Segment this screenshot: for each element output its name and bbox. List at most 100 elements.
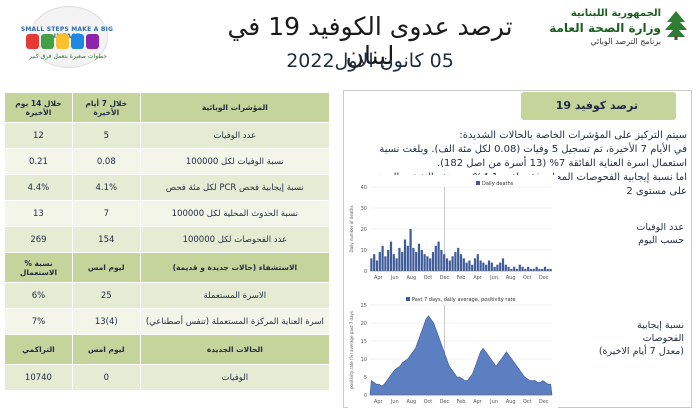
bar	[445, 258, 449, 271]
header-7-days: خلال 7 أيام الأخيرة	[71, 92, 141, 123]
bar	[479, 260, 482, 271]
bar	[423, 254, 426, 271]
y-axis-label: Daily number of deaths	[349, 205, 354, 252]
table-row: 4.4% 4.1% نسبة إيجابية فحص PCR لكل مئة ف…	[4, 174, 331, 201]
bar	[521, 266, 524, 271]
legend-label: Daily deaths	[482, 181, 514, 187]
bar	[384, 256, 387, 271]
x-tick-label: Dec	[440, 275, 450, 281]
bar	[454, 252, 457, 271]
x-tick-label: Apr	[473, 399, 483, 405]
bar	[387, 250, 390, 271]
x-tick-label: Apr	[374, 399, 384, 405]
table-row: 12 5 عدد الوفيات	[4, 122, 331, 149]
bar	[431, 252, 435, 271]
legend-swatch	[476, 181, 480, 185]
report-date: 05 كانون الاول2022	[286, 50, 454, 72]
ministry-logo: الجمهورية اللبنانية وزارة الصحة العامة ب…	[545, 6, 695, 50]
bar	[471, 264, 474, 271]
x-tick-label: Oct	[424, 399, 433, 405]
ministry-line-2: وزارة الصحة العامة	[549, 21, 661, 35]
y-tick-label: 15	[361, 339, 367, 345]
y-tick-label: 0	[364, 269, 367, 275]
chart1-caption-line1: عدد الوفيات	[636, 222, 684, 233]
panel-title: ترصد كوفيد 19	[521, 92, 676, 120]
bar	[381, 245, 384, 271]
bar	[513, 266, 516, 271]
legend-swatch	[406, 297, 410, 301]
y-tick-label: 10	[361, 248, 367, 254]
cedar-icon	[665, 11, 687, 40]
cell-14d: 12	[4, 122, 73, 149]
cell-yesterday: 0	[71, 364, 141, 391]
new-cases-header-row: التراكمي ليوم امس الحالات الجديدة	[4, 334, 331, 365]
cell-pct: 6%	[4, 282, 73, 309]
y-tick-label: 10	[361, 357, 367, 363]
bar	[487, 260, 491, 271]
bar	[499, 262, 502, 271]
y-tick-label: 40	[361, 185, 367, 191]
cell-label: الوفيات	[139, 364, 331, 391]
bar	[507, 266, 510, 271]
header-new-cases: الحالات الجديدة	[139, 334, 331, 365]
cell-label: نسبة الحدوث المحلية لكل 100000	[139, 200, 331, 227]
x-tick-label: Apr	[374, 275, 384, 281]
cell-7d: 4.1%	[71, 174, 141, 201]
campaign-step-1	[26, 34, 39, 49]
x-tick-label: Aug	[406, 275, 416, 281]
bar	[398, 247, 401, 271]
header-usage-pct: % نسبة الاستعمال	[4, 252, 73, 283]
bar	[395, 258, 398, 271]
cell-14d: 269	[4, 226, 73, 253]
header-cumulative: التراكمي	[4, 334, 73, 365]
campaign-step-4	[71, 34, 84, 49]
bar	[409, 229, 412, 271]
bar	[406, 245, 409, 271]
y-tick-label: 30	[361, 206, 367, 212]
ministry-line-3: برنامج الترصد الوبائي	[590, 37, 661, 46]
bar	[549, 268, 552, 271]
cell-7d: 154	[71, 226, 141, 253]
table-row: 13 7 نسبة الحدوث المحلية لكل 100000	[4, 200, 331, 227]
bar	[524, 268, 527, 271]
bar	[529, 268, 533, 271]
bar	[401, 252, 404, 271]
bar	[504, 264, 507, 271]
chart1-caption: عدد الوفيات حسب اليوم	[574, 221, 684, 247]
surveillance-panel: ترصد كوفيد 19 سيتم التركيز على المؤشرات …	[343, 90, 692, 408]
cell-label: نسبة الوفيات لكل 100000	[139, 148, 331, 175]
bar	[543, 266, 547, 271]
bar	[370, 258, 373, 271]
bar	[457, 247, 460, 271]
bar	[535, 266, 538, 271]
chart2-caption-line1: نسبة إيجابية	[636, 320, 684, 331]
bar	[448, 260, 451, 271]
positivity-rate-chart: 0 5 10 15 20 25 positivity rate (%) average pa…	[348, 291, 558, 408]
chart2-caption: نسبة إيجابية الفحوصات (معدل 7 أيام الاخي…	[564, 319, 684, 358]
x-tick-label: Dec	[539, 275, 549, 281]
cell-label: نسبة إيجابية فحص PCR لكل مئة فحص	[139, 174, 331, 201]
bar	[532, 268, 535, 271]
cell-14d: 4.4%	[4, 174, 73, 201]
cell-label: عدد الفحوصات لكل 100000	[139, 226, 331, 253]
bar	[527, 266, 530, 271]
campaign-step-5	[86, 34, 99, 49]
bar	[462, 258, 465, 271]
bar	[510, 268, 513, 271]
table-row: 10740 0 الوفيات	[4, 364, 331, 391]
bar	[415, 252, 418, 271]
chart2-caption-line3: (معدل 7 أيام الاخيرة)	[598, 346, 684, 357]
table-row: 7% 13(4) اسرة العناية المركزة المستعملة …	[4, 308, 331, 335]
daily-deaths-chart: 0 10 20 30 40 Daily number of deaths Apr Jun Aug…	[348, 175, 558, 285]
x-tick-label: Jun	[489, 399, 498, 405]
summary-intro: سيتم التركيز على المؤشرات الخاصة بالحالا…	[459, 130, 687, 141]
header-yesterday: ليوم امس	[71, 334, 141, 365]
cell-cumulative: 10740	[4, 364, 73, 391]
legend-label: Past 7 days, daily average, positivity r…	[412, 297, 516, 303]
table-row: 6% 25 الاسرة المستعملة	[4, 282, 331, 309]
campaign-step-3	[56, 34, 69, 49]
bar	[417, 243, 421, 271]
x-tick-label: Jun	[489, 275, 498, 281]
campaign-logo: SMALL STEPS MAKE A BIG IMPACT خطوات صغير…	[8, 6, 126, 68]
bar	[373, 254, 376, 271]
